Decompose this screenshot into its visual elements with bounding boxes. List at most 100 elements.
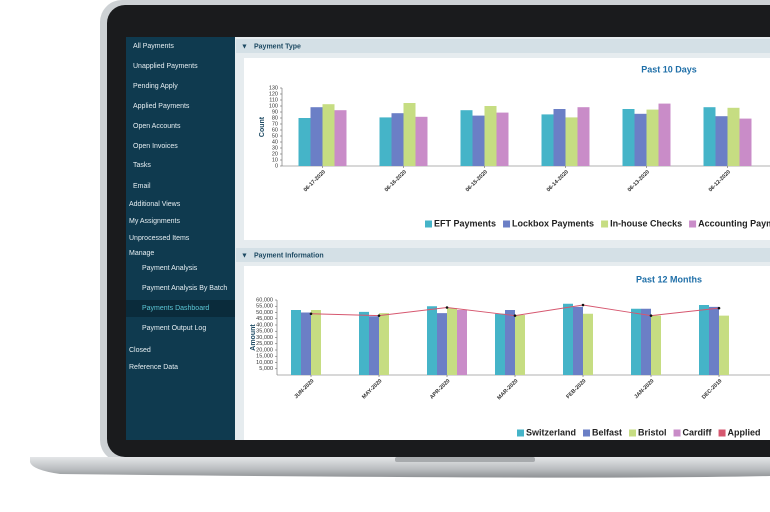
nav-item[interactable]: Email: [133, 183, 151, 190]
nav-item[interactable]: Open Accounts: [133, 123, 181, 130]
legend-label[interactable]: Applied: [728, 427, 761, 437]
y-tick-label: 0: [275, 163, 278, 169]
bar: [427, 306, 437, 375]
line-point: [581, 303, 585, 307]
panel-title[interactable]: Payment Type: [254, 43, 301, 50]
legend-label[interactable]: Accounting Payments: [698, 218, 770, 228]
nav-item[interactable]: Tasks: [133, 162, 151, 169]
bar: [541, 114, 554, 166]
legend-label[interactable]: Cardiff: [683, 427, 713, 437]
bar: [634, 113, 647, 166]
nav-item[interactable]: Closed: [129, 347, 151, 354]
sidebar: [126, 37, 235, 440]
y-axis-label: Amount: [250, 324, 257, 351]
bar: [496, 112, 509, 166]
notch: [395, 457, 535, 462]
legend-swatch: [673, 429, 681, 437]
bar: [310, 107, 323, 166]
legend-label[interactable]: EFT Payments: [434, 218, 496, 228]
y-tick-label: 40: [272, 139, 278, 145]
legend-label[interactable]: Belfast: [592, 427, 622, 437]
nav-item[interactable]: Additional Views: [129, 201, 181, 208]
nav-item[interactable]: All Payments: [133, 43, 174, 50]
y-tick-label: 50: [272, 133, 278, 139]
bar: [703, 107, 716, 166]
nav-item[interactable]: Reference Data: [129, 364, 178, 371]
bar: [495, 313, 505, 375]
bar: [646, 109, 659, 166]
bar: [311, 310, 321, 375]
screen: ▼ Payment Type ▼ Payment Information All…: [126, 37, 770, 440]
bar: [472, 115, 485, 166]
y-tick-label: 60,000: [256, 297, 273, 303]
nav-item[interactable]: Open Invoices: [133, 143, 178, 150]
nav-item[interactable]: My Assignments: [129, 218, 180, 225]
bar: [719, 315, 729, 375]
panel-title[interactable]: Payment Information: [254, 252, 324, 259]
panel-header: [236, 39, 770, 53]
y-tick-label: 5,000: [259, 366, 273, 372]
chart-title: Past 10 Days: [641, 64, 697, 74]
y-tick-label: 10: [272, 157, 278, 163]
y-tick-label: 30,000: [256, 335, 273, 341]
legend-swatch: [583, 429, 591, 437]
bar: [515, 315, 525, 375]
bar: [715, 116, 728, 166]
bar: [359, 311, 369, 375]
nav-item[interactable]: Manage: [129, 250, 154, 257]
y-tick-label: 55,000: [256, 304, 273, 310]
bar: [447, 308, 457, 375]
panel-header: [236, 248, 770, 262]
line-point: [649, 314, 653, 317]
line-point: [513, 314, 517, 317]
line-point: [445, 306, 449, 309]
nav-item[interactable]: Payment Analysis By Batch: [142, 285, 227, 292]
bar: [298, 118, 311, 166]
bar: [573, 306, 583, 375]
bar: [403, 103, 416, 166]
y-tick-label: 30: [272, 145, 278, 151]
bar: [460, 110, 473, 166]
bar: [739, 118, 752, 166]
y-tick-label: 45,000: [256, 316, 273, 322]
bar: [699, 305, 709, 375]
nav-item[interactable]: Payments Dashboard: [142, 305, 209, 312]
y-tick-label: 70: [272, 121, 278, 127]
legend-swatch: [718, 429, 726, 437]
legend-label[interactable]: Bristol: [638, 427, 667, 437]
nav-item[interactable]: Payment Output Log: [142, 325, 206, 332]
bar: [415, 116, 428, 166]
bar: [565, 117, 578, 166]
y-tick-label: 35,000: [256, 329, 273, 335]
y-tick-label: 40,000: [256, 322, 273, 328]
bar: [583, 313, 593, 375]
bar: [563, 303, 573, 375]
bar: [391, 113, 404, 166]
chart-title: Past 12 Months: [636, 274, 702, 284]
nav-item[interactable]: Unprocessed Items: [129, 235, 190, 242]
nav-item[interactable]: Payment Analysis: [142, 265, 198, 272]
legend-label[interactable]: In-house Checks: [610, 218, 682, 228]
sidebar-selection: [126, 300, 235, 317]
y-tick-label: 15,000: [256, 354, 273, 360]
collapse-icon: ▼: [241, 252, 248, 259]
legend-label[interactable]: Lockbox Payments: [512, 218, 594, 228]
y-tick-label: 120: [269, 91, 278, 97]
nav-item[interactable]: Unapplied Payments: [133, 63, 198, 70]
y-tick-label: 50,000: [256, 310, 273, 316]
bar: [658, 103, 671, 166]
bar: [457, 310, 467, 375]
y-tick-label: 130: [269, 85, 278, 91]
nav-item[interactable]: Applied Payments: [133, 103, 190, 110]
bar: [631, 308, 641, 375]
bar: [651, 315, 661, 375]
legend-label[interactable]: Switzerland: [526, 427, 576, 437]
collapse-icon: ▼: [241, 43, 248, 50]
nav-item[interactable]: Pending Apply: [133, 83, 178, 90]
bar: [437, 313, 447, 375]
bar: [553, 109, 566, 166]
y-tick-label: 10,000: [256, 360, 273, 366]
y-tick-label: 25,000: [256, 341, 273, 347]
y-tick-label: 20: [272, 151, 278, 157]
bar: [505, 310, 515, 375]
